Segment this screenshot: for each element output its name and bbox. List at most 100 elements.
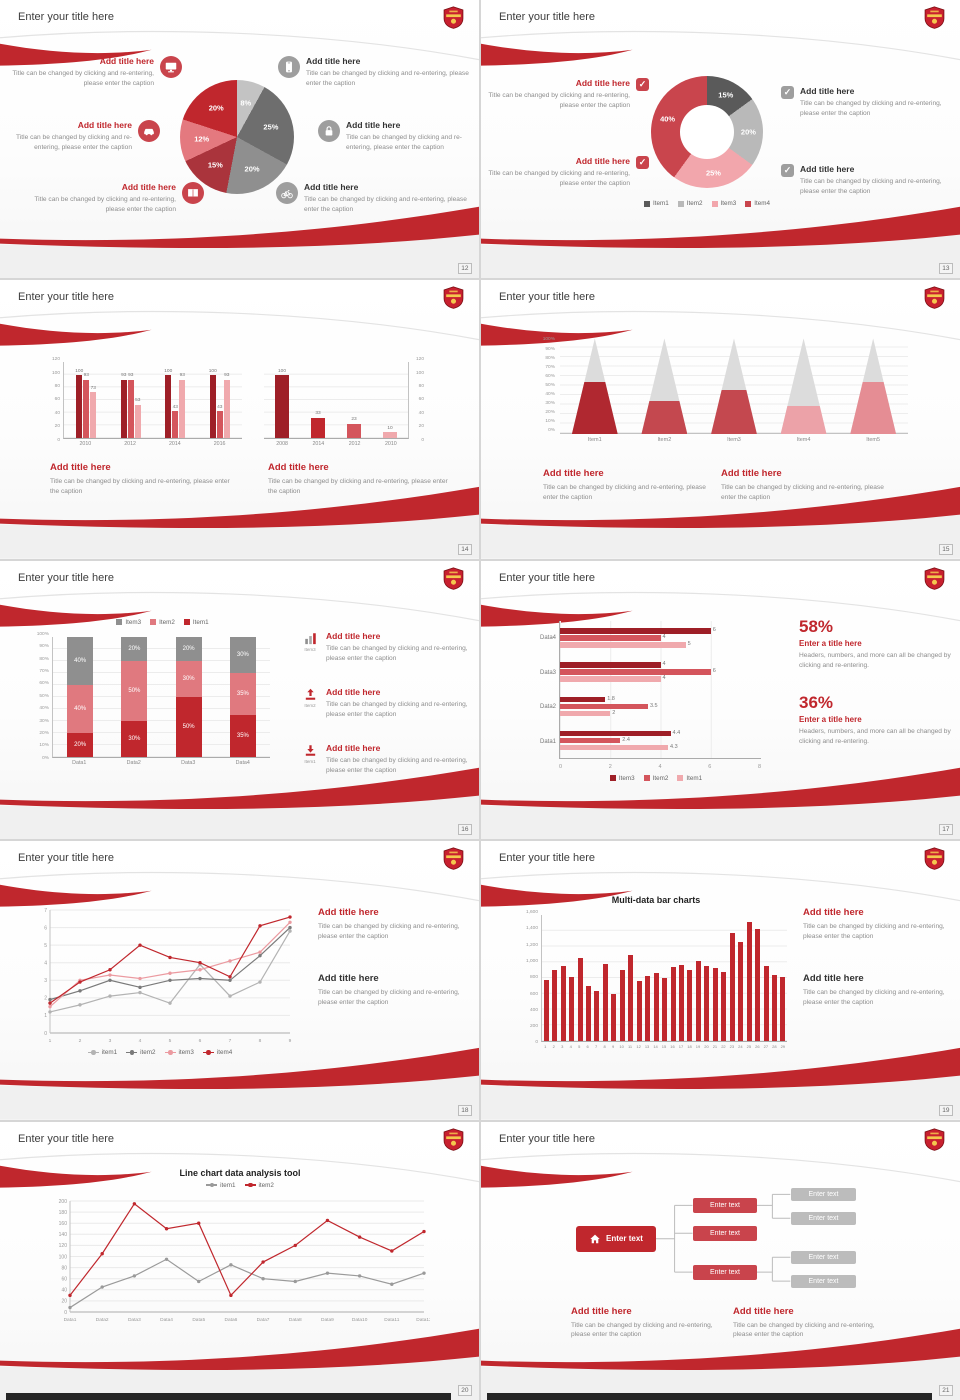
bar: 100 [164, 369, 172, 439]
svg-text:Data2: Data2 [96, 1317, 109, 1323]
item-caption: Title can be changed by clicking and re-… [34, 196, 176, 213]
slide-21-thumbnail[interactable]: Enter your title here Enter text Enter t… [481, 1121, 960, 1400]
bar-row: 3.5 [560, 703, 761, 710]
legend-dot [168, 1050, 173, 1055]
bar: 43 [216, 405, 223, 439]
legend-label: item3 [178, 1049, 194, 1057]
x-tick-label: 10 [619, 1044, 624, 1050]
x-tick-label: Data2 [126, 759, 141, 766]
x-tick-label: 7 [595, 1044, 598, 1050]
bar-value-label: 1.8 [607, 695, 615, 702]
bar-value-label: 4 [662, 661, 666, 668]
bar-group [736, 915, 744, 1042]
cone-fill [850, 381, 897, 435]
bar [704, 966, 710, 1042]
checkbox-checked-icon [636, 78, 649, 91]
block-caption: Title can be changed by clicking and re-… [268, 478, 448, 496]
x-tick-label: 28 [772, 1044, 777, 1050]
bar-group [728, 915, 736, 1042]
cone-fill [780, 405, 827, 435]
x-tick-label: 22 [721, 1044, 726, 1050]
x-tick-label: 8 [757, 763, 761, 770]
y-axis: 120 100 80 60 40 20 0 [48, 358, 60, 443]
horizontal-bar-chart: Data4 Data3 Data2 Data1 6 4 5 4 6 4 1.8 3.5 2 4.4 2.4 4… [533, 619, 775, 771]
svg-text:5: 5 [169, 1038, 172, 1044]
x-tick-label: 2012 [348, 441, 361, 448]
feature-item: Add title here Title can be changed by cl… [276, 182, 474, 215]
x-tick-label: 14 [653, 1044, 658, 1050]
slide-17-thumbnail[interactable]: Enter your title here Data4 Data3 Data2 Dat… [481, 560, 960, 840]
x-tick-label: 2012 [124, 441, 137, 448]
slide-15-thumbnail[interactable]: Enter your title here 100% 90% 80% 70% 60% 50… [481, 280, 960, 559]
slide-19-thumbnail[interactable]: Enter your title here Multi-data bar cha… [481, 841, 960, 1120]
x-tick-label: 26 [755, 1044, 760, 1050]
x-tick-label: 17 [678, 1044, 684, 1050]
slice-label: 15% [207, 160, 223, 170]
svg-text:Data8: Data8 [289, 1317, 302, 1323]
page-number: 20 [457, 1384, 472, 1396]
item-caption: Title can be changed by clicking and re-… [12, 70, 154, 87]
segment-label: 50% [128, 687, 141, 694]
item-caption: Title can be changed by clicking and re-… [306, 70, 469, 87]
slide-14-thumbnail[interactable]: Enter your title here 120 100 80 60 40 20 0 100… [0, 280, 479, 559]
y-tick-label: 0% [548, 428, 555, 434]
line-chart: 0 20 40 60 80 100 120 140 160 180 200 Data1 Data2 Dat… [48, 1196, 432, 1324]
bar-value-label: 73 [90, 385, 96, 391]
cone-chart: 100% 90% 80% 70% 60% 50% 40% 30% 20% 10% 0% Item1 It… [536, 338, 908, 446]
bar-group [643, 915, 651, 1042]
bar [780, 977, 786, 1042]
legend-swatch [677, 200, 684, 207]
y-tick-label: 1,400 [525, 926, 538, 932]
bar-value-label: 43 [172, 404, 178, 410]
page-number: 14 [457, 543, 472, 555]
item-title: Add title here [326, 686, 381, 697]
item-caption: Title can be changed by clicking and re-… [326, 700, 468, 718]
legend-item: Item3 [116, 619, 141, 626]
legend-dot [129, 1050, 135, 1055]
legend-dot [91, 1050, 96, 1055]
pie-chart: 8% 25% 20% 15% 12% 20% [180, 80, 294, 194]
item-title: Add title here [326, 742, 381, 753]
slide-16-thumbnail[interactable]: Enter your title here Item3 Item2 Item1 10… [0, 560, 479, 840]
text-block: Add title here Title can be changed by c… [733, 1306, 891, 1341]
y-tick-label: 80% [545, 355, 555, 361]
item-title: Add title here [800, 86, 855, 96]
legend-label: item1 [101, 1049, 118, 1057]
text-block: Add title here Title can be changed by c… [318, 907, 470, 942]
legend-dot [206, 1050, 211, 1055]
item-caption: Title can be changed by clicking and re-… [326, 756, 468, 774]
segment-label: 20% [74, 741, 87, 748]
chart-legend: Item3 Item2 Item1 [55, 619, 270, 626]
stacked-segment: 20% [175, 636, 202, 661]
slide-20-thumbnail[interactable]: Enter your title here Line chart data an… [0, 1121, 479, 1400]
block-caption: Title can be changed by clicking and re-… [318, 923, 460, 941]
stacked-segment: 50% [175, 696, 202, 757]
bar-value-label: 100 [277, 368, 287, 374]
bar-value-label: 4 [662, 675, 666, 682]
bar [560, 676, 661, 682]
bar-group [770, 915, 778, 1042]
icon-label: Item3 [304, 646, 316, 652]
svg-text:2: 2 [44, 996, 47, 1002]
y-tick-label: 100 [51, 370, 60, 376]
bar-group [593, 915, 601, 1042]
text-block: Add title here Title can be changed by c… [543, 468, 715, 503]
svg-text:2: 2 [79, 1038, 82, 1044]
bar: 53 [134, 398, 141, 439]
university-logo-icon [443, 1128, 464, 1151]
feature-item: Add title here Title can be changed by cl… [28, 182, 204, 215]
stat-value: 36% [799, 692, 834, 712]
cone-item: Item1 [571, 338, 618, 446]
svg-text:8: 8 [259, 1038, 262, 1044]
y-tick-label: 20% [545, 410, 555, 416]
x-tick-label: 27 [763, 1044, 769, 1050]
legend-swatch [116, 619, 123, 626]
slide-12-thumbnail[interactable]: Enter your title here 8% 25% 20% 15% 12% 20% … [0, 0, 479, 279]
diagram-node: Enter text [693, 1197, 757, 1213]
svg-text:7: 7 [44, 908, 47, 914]
text-block: Add title here Title can be changed by c… [268, 462, 450, 497]
y-tick-label: 1,200 [525, 942, 538, 948]
slide-13-thumbnail[interactable]: Enter your title here 15% 20% 25% 40% Item1… [481, 0, 960, 279]
line-chart-svg: 0 20 40 60 80 100 120 140 160 180 200 Data1 Data2 Dat… [59, 1198, 432, 1323]
